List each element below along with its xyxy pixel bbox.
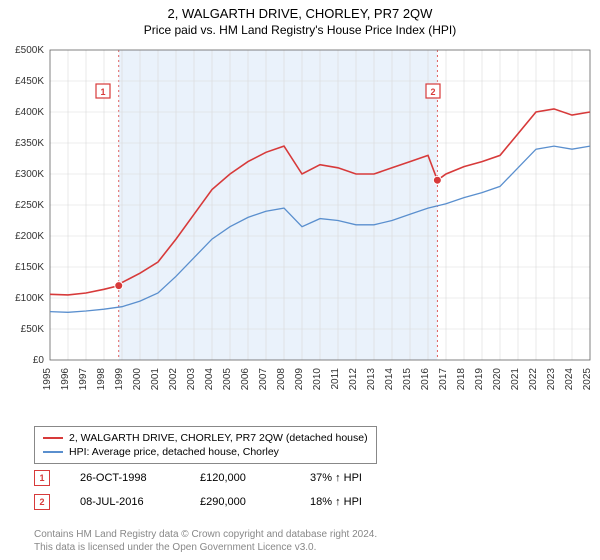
svg-text:1998: 1998 [96, 368, 107, 391]
svg-text:£450K: £450K [15, 76, 44, 87]
svg-text:2025: 2025 [582, 368, 593, 391]
svg-text:2019: 2019 [474, 368, 485, 391]
svg-text:1: 1 [100, 87, 105, 97]
legend: 2, WALGARTH DRIVE, CHORLEY, PR7 2QW (det… [34, 426, 377, 464]
footer-line-2: This data is licensed under the Open Gov… [34, 541, 377, 554]
marker-point-1 [115, 282, 123, 290]
svg-text:£250K: £250K [15, 200, 44, 211]
svg-text:2006: 2006 [240, 368, 251, 391]
svg-text:2: 2 [430, 87, 435, 97]
legend-row: HPI: Average price, detached house, Chor… [43, 445, 368, 459]
svg-text:£50K: £50K [21, 324, 45, 335]
transactions-table: 1 26-OCT-1998 £120,000 37% ↑ HPI 2 08-JUL-201… [34, 466, 362, 514]
svg-text:2013: 2013 [366, 368, 377, 391]
legend-row: 2, WALGARTH DRIVE, CHORLEY, PR7 2QW (det… [43, 431, 368, 445]
transaction-price: £120,000 [200, 472, 280, 484]
svg-text:1995: 1995 [42, 368, 53, 391]
svg-text:2008: 2008 [276, 368, 287, 391]
legend-label: 2, WALGARTH DRIVE, CHORLEY, PR7 2QW (det… [69, 432, 368, 444]
transaction-date: 26-OCT-1998 [80, 472, 170, 484]
page-subtitle: Price paid vs. HM Land Registry's House … [0, 21, 600, 41]
transaction-delta: 37% ↑ HPI [310, 472, 362, 484]
svg-text:2009: 2009 [294, 368, 305, 391]
svg-text:2000: 2000 [132, 368, 143, 391]
svg-text:2021: 2021 [510, 368, 521, 391]
svg-text:£150K: £150K [15, 262, 44, 273]
transaction-date: 08-JUL-2016 [80, 496, 170, 508]
svg-text:2024: 2024 [564, 368, 575, 391]
footer-attribution: Contains HM Land Registry data © Crown c… [34, 528, 377, 554]
svg-text:£350K: £350K [15, 138, 44, 149]
page-title: 2, WALGARTH DRIVE, CHORLEY, PR7 2QW [0, 0, 600, 21]
marker-point-2 [433, 176, 441, 184]
svg-text:2010: 2010 [312, 368, 323, 391]
svg-text:2020: 2020 [492, 368, 503, 391]
svg-text:£300K: £300K [15, 169, 44, 180]
svg-text:2016: 2016 [420, 368, 431, 391]
chart: £0 £50K £100K £150K £200K £250K £300K £350K £400… [0, 44, 600, 420]
transaction-price: £290,000 [200, 496, 280, 508]
transaction-badge: 1 [34, 470, 50, 486]
svg-text:£400K: £400K [15, 107, 44, 118]
svg-text:2001: 2001 [150, 368, 161, 391]
legend-label: HPI: Average price, detached house, Chor… [69, 446, 279, 458]
legend-swatch [43, 437, 63, 439]
svg-text:2018: 2018 [456, 368, 467, 391]
svg-text:2011: 2011 [330, 368, 341, 390]
svg-text:1999: 1999 [114, 368, 125, 391]
svg-text:2004: 2004 [204, 368, 215, 391]
svg-text:1996: 1996 [60, 368, 71, 391]
legend-swatch [43, 451, 63, 453]
svg-text:2007: 2007 [258, 368, 269, 391]
svg-text:1997: 1997 [78, 368, 89, 391]
svg-text:2017: 2017 [438, 368, 449, 391]
transaction-row: 1 26-OCT-1998 £120,000 37% ↑ HPI [34, 466, 362, 490]
svg-text:2002: 2002 [168, 368, 179, 391]
svg-text:2022: 2022 [528, 368, 539, 391]
svg-text:2012: 2012 [348, 368, 359, 391]
svg-text:2005: 2005 [222, 368, 233, 391]
footer-line-1: Contains HM Land Registry data © Crown c… [34, 528, 377, 541]
svg-text:2015: 2015 [402, 368, 413, 391]
svg-text:2003: 2003 [186, 368, 197, 391]
svg-text:£200K: £200K [15, 231, 44, 242]
transaction-delta: 18% ↑ HPI [310, 496, 362, 508]
svg-text:£500K: £500K [15, 45, 44, 56]
svg-text:£0: £0 [33, 355, 45, 366]
svg-text:2023: 2023 [546, 368, 557, 391]
svg-text:£100K: £100K [15, 293, 44, 304]
svg-text:2014: 2014 [384, 368, 395, 391]
transaction-row: 2 08-JUL-2016 £290,000 18% ↑ HPI [34, 490, 362, 514]
transaction-badge: 2 [34, 494, 50, 510]
